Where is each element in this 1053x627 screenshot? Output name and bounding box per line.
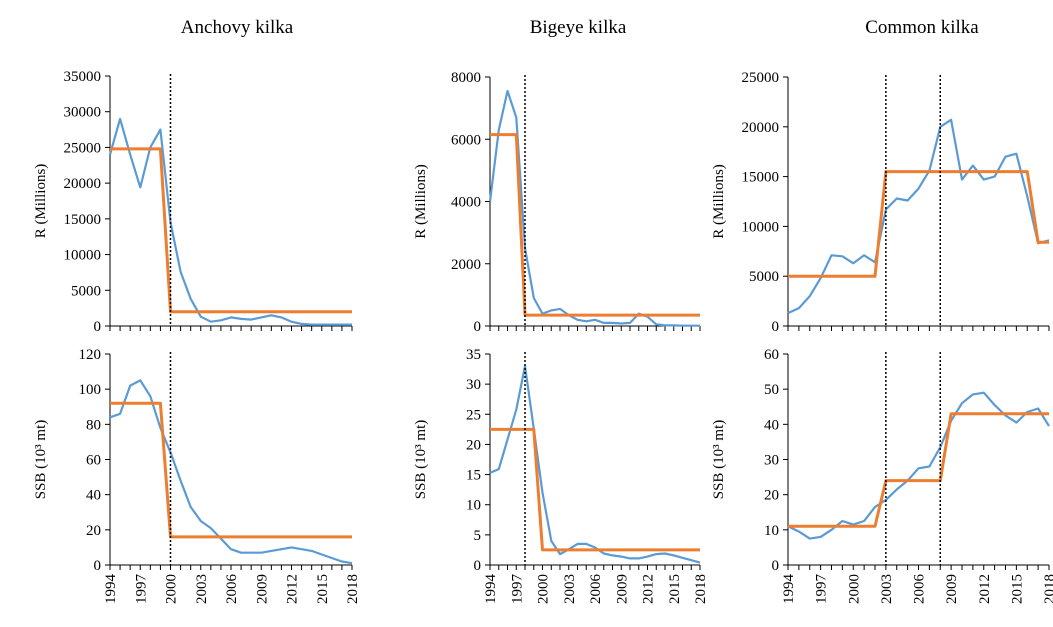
common-kilka-r-y-axis-label: R (Millions): [711, 164, 727, 239]
common-kilka-r-y-tick-label: 15000: [742, 170, 780, 186]
common-kilka-ssb-y-tick-label: 60: [764, 347, 779, 363]
bigeye-kilka-ssb-y-tick-label: 30: [466, 377, 481, 393]
common-kilka-ssb-regime-mean-line: [788, 412, 1049, 528]
common-kilka-ssb-y-tick-label: 30: [764, 453, 779, 469]
common-kilka-r-y-tick-label: 20000: [742, 120, 780, 136]
bigeye-kilka-r-regime-mean-line: [490, 133, 700, 317]
anchovy-kilka-ssb-x-tick-label: 1994: [103, 574, 119, 605]
common-kilka-r-y-tick-label: 10000: [742, 219, 780, 235]
bigeye-kilka-ssb-x-tick-label: 2018: [693, 574, 709, 604]
bigeye-kilka-ssb-y-tick-label: 0: [474, 558, 482, 574]
anchovy-kilka-ssb-x-tick-label: 2003: [194, 574, 210, 604]
anchovy-kilka-ssb-y-tick-label: 60: [86, 453, 101, 469]
common-kilka-ssb-x-tick-label: 1994: [781, 574, 797, 605]
common-kilka-ssb-x-tick-label: 2012: [977, 574, 993, 604]
title-anchovy-kilka: Anchovy kilka: [181, 17, 294, 38]
anchovy-kilka-r-y-tick-label: 10000: [64, 248, 102, 264]
bigeye-kilka-ssb-y-tick-label: 5: [474, 528, 482, 544]
anchovy-kilka-ssb-x-tick-label: 2000: [164, 574, 180, 604]
bigeye-kilka-ssb-x-tick-label: 2006: [588, 574, 604, 605]
common-kilka-ssb-x-tick-label: 1997: [814, 574, 830, 605]
bigeye-kilka-ssb-y-axis-label: SSB (10³ mt): [413, 420, 429, 500]
anchovy-kilka-r-y-tick-label: 15000: [64, 212, 102, 228]
common-kilka-ssb-x-tick-label: 2015: [1009, 574, 1025, 604]
bigeye-kilka-r-y-tick-label: 8000: [451, 70, 481, 86]
anchovy-kilka-ssb-x-tick-label: 2018: [345, 574, 361, 604]
bigeye-kilka-ssb-y-tick-label: 10: [466, 498, 481, 514]
bigeye-kilka-ssb-x-tick-label: 2009: [614, 574, 630, 604]
common-kilka-ssb-x-tick-label: 2018: [1042, 574, 1053, 604]
common-kilka-ssb-x-tick-label: 2003: [879, 574, 895, 604]
anchovy-kilka-r-regime-mean-line: [110, 147, 352, 314]
bigeye-kilka-ssb-x-tick-label: 2000: [536, 574, 552, 604]
common-kilka-ssb-y-tick-label: 20: [764, 488, 779, 504]
common-kilka-ssb-x-tick-label: 2006: [912, 574, 928, 605]
bigeye-kilka-r-y-tick-label: 4000: [451, 195, 481, 211]
anchovy-kilka-r-y-axis-label: R (Millions): [33, 164, 49, 239]
anchovy-kilka-ssb-x-tick-label: 2015: [315, 574, 331, 604]
anchovy-kilka-r-y-tick-label: 0: [94, 319, 102, 335]
anchovy-kilka-ssb-y-tick-label: 20: [86, 523, 101, 539]
anchovy-kilka-ssb-y-tick-label: 80: [86, 417, 101, 433]
bigeye-kilka-ssb-y-tick-label: 15: [466, 468, 481, 484]
common-kilka-r-regime-mean-line: [788, 170, 1049, 278]
anchovy-kilka-ssb-y-tick-label: 100: [79, 382, 102, 398]
bigeye-kilka-ssb-y-tick-label: 25: [466, 407, 481, 423]
title-bigeye-kilka: Bigeye kilka: [530, 17, 627, 38]
anchovy-kilka-r-y-tick-label: 5000: [71, 283, 101, 299]
common-kilka-ssb-x-tick-label: 2000: [846, 574, 862, 604]
bigeye-kilka-ssb-x-tick-label: 1994: [483, 574, 499, 605]
anchovy-kilka-ssb-y-tick-label: 0: [94, 558, 102, 574]
bigeye-kilka-ssb-x-tick-label: 1997: [509, 574, 525, 605]
common-kilka-ssb-y-tick-label: 40: [764, 417, 779, 433]
bigeye-kilka-ssb-y-tick-label: 35: [466, 347, 481, 363]
anchovy-kilka-r-y-tick-label: 30000: [64, 105, 102, 121]
bigeye-kilka-r-observed-line: [488, 89, 700, 327]
anchovy-kilka-ssb-observed-line: [109, 379, 353, 565]
anchovy-kilka-r-y-tick-label: 20000: [64, 176, 102, 192]
bigeye-kilka-ssb-regime-mean-line: [490, 427, 700, 552]
bigeye-kilka-r-y-tick-label: 6000: [451, 132, 481, 148]
common-kilka-r-y-tick-label: 25000: [742, 70, 780, 86]
bigeye-kilka-ssb-x-tick-label: 2003: [562, 574, 578, 604]
anchovy-kilka-ssb-y-axis-label: SSB (10³ mt): [33, 420, 49, 500]
common-kilka-ssb-y-tick-label: 10: [764, 523, 779, 539]
bigeye-kilka-ssb-observed-line: [489, 365, 701, 564]
bigeye-kilka-ssb-x-tick-label: 2015: [667, 574, 683, 604]
bigeye-kilka-ssb-y-tick-label: 20: [466, 437, 481, 453]
anchovy-kilka-ssb-x-tick-label: 2006: [224, 574, 240, 605]
bigeye-kilka-r-y-tick-label: 0: [474, 319, 482, 335]
anchovy-kilka-r-y-tick-label: 35000: [64, 69, 102, 85]
common-kilka-ssb-y-tick-label: 50: [764, 382, 779, 398]
common-kilka-r-observed-line: [787, 118, 1050, 315]
anchovy-kilka-ssb-y-tick-label: 40: [86, 488, 101, 504]
anchovy-kilka-r-y-tick-label: 25000: [64, 140, 102, 156]
bigeye-kilka-r-y-axis-label: R (Millions): [413, 164, 429, 239]
anchovy-kilka-ssb-x-tick-label: 2012: [285, 574, 301, 604]
bigeye-kilka-ssb-x-tick-label: 2012: [641, 574, 657, 604]
title-common-kilka: Common kilka: [865, 17, 979, 38]
bigeye-kilka-r-y-tick-label: 2000: [451, 257, 481, 273]
common-kilka-r-y-tick-label: 0: [772, 319, 780, 335]
anchovy-kilka-ssb-regime-mean-line: [110, 401, 352, 539]
common-kilka-ssb-y-axis-label: SSB (10³ mt): [711, 420, 727, 500]
common-kilka-r-y-tick-label: 5000: [749, 269, 779, 285]
common-kilka-ssb-x-tick-label: 2009: [944, 574, 960, 604]
anchovy-kilka-ssb-x-tick-label: 2009: [254, 574, 270, 604]
common-kilka-ssb-y-tick-label: 0: [772, 558, 780, 574]
anchovy-kilka-ssb-x-tick-label: 1997: [133, 574, 149, 605]
anchovy-kilka-ssb-y-tick-label: 120: [79, 347, 102, 363]
common-kilka-ssb-observed-line: [787, 391, 1050, 540]
